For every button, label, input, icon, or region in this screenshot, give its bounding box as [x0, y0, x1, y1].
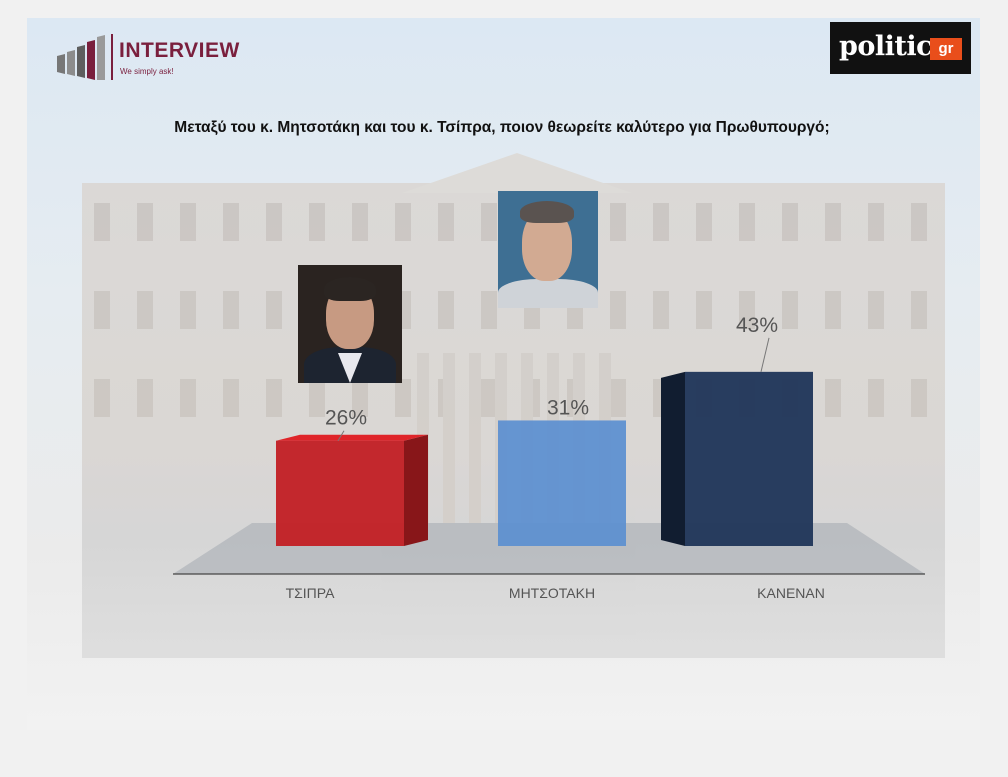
backdrop-window	[825, 203, 841, 241]
backdrop-window	[739, 203, 755, 241]
backdrop-window	[825, 379, 841, 417]
backdrop-window	[438, 291, 454, 329]
value-label-2: 43%	[736, 314, 778, 337]
backdrop-window	[739, 291, 755, 329]
bar-side-2	[661, 371, 685, 546]
logo-divider	[111, 34, 113, 80]
bar-0	[276, 440, 404, 546]
backdrop-window	[180, 379, 196, 417]
backdrop-window	[782, 291, 798, 329]
backdrop-column	[469, 353, 481, 523]
value-label-1: 31%	[547, 396, 589, 419]
backdrop-window	[610, 291, 626, 329]
backdrop-window	[825, 291, 841, 329]
backdrop-window	[610, 203, 626, 241]
bar-side-0	[404, 434, 428, 546]
backdrop-window	[868, 379, 884, 417]
poll-slide: INTERVIEW We simply ask! politic gr Μετα…	[27, 18, 980, 730]
brand-tagline: We simply ask!	[120, 67, 174, 76]
backdrop-window	[868, 291, 884, 329]
backdrop-window	[266, 291, 282, 329]
backdrop-window	[309, 203, 325, 241]
bar-2	[685, 371, 813, 546]
chart-title: Μεταξύ του κ. Μητσοτάκη και του κ. Τσίπρ…	[174, 119, 830, 136]
backdrop-window	[223, 203, 239, 241]
backdrop-window	[610, 379, 626, 417]
category-label-2: ΚΑΝΕΝΑΝ	[757, 585, 825, 601]
value-leader-2	[760, 337, 770, 372]
backdrop-window	[352, 379, 368, 417]
bar-1	[498, 420, 626, 546]
backdrop-window	[309, 379, 325, 417]
backdrop-window	[438, 203, 454, 241]
backdrop-window	[868, 203, 884, 241]
backdrop-window	[180, 291, 196, 329]
backdrop-window	[696, 203, 712, 241]
backdrop-window	[911, 291, 927, 329]
backdrop-window	[223, 379, 239, 417]
mitsotakis-photo	[498, 191, 598, 308]
backdrop-window	[137, 379, 153, 417]
backdrop-window	[223, 291, 239, 329]
politic-gr-badge: gr	[930, 38, 962, 60]
backdrop-window	[395, 379, 411, 417]
backdrop-window	[137, 291, 153, 329]
bar-top-0	[276, 434, 428, 441]
backdrop-window	[180, 203, 196, 241]
backdrop-window	[911, 379, 927, 417]
backdrop-window	[782, 203, 798, 241]
category-label-0: ΤΣΙΠΡΑ	[286, 585, 336, 601]
interview-logo: INTERVIEW We simply ask!	[55, 28, 265, 84]
value-leader-0	[337, 430, 345, 441]
category-label-1: ΜΗΤΣΟΤΑΚΗ	[509, 585, 595, 601]
backdrop-window	[266, 379, 282, 417]
backdrop-window	[653, 203, 669, 241]
backdrop-window	[137, 203, 153, 241]
backdrop-window	[94, 203, 110, 241]
backdrop-window	[481, 379, 497, 417]
backdrop-window	[352, 203, 368, 241]
backdrop-window	[653, 291, 669, 329]
politic-word: politic	[839, 31, 933, 62]
backdrop-window	[94, 379, 110, 417]
brand-name: INTERVIEW	[119, 39, 240, 62]
politic-logo: politic gr	[830, 22, 971, 74]
backdrop-window	[911, 203, 927, 241]
value-label-0: 26%	[325, 407, 367, 430]
backdrop-column	[443, 353, 455, 523]
backdrop-window	[696, 291, 712, 329]
backdrop-window	[481, 291, 497, 329]
interview-bars-icon	[57, 35, 105, 80]
backdrop-window	[94, 291, 110, 329]
bar-chart: 26% ΤΣΙΠΡΑ 31% ΜΗΤΣΟΤΑΚΗ 43% ΚΑΝΕΝΑΝ	[173, 314, 925, 601]
backdrop-window	[266, 203, 282, 241]
backdrop-window	[395, 203, 411, 241]
backdrop-window	[481, 203, 497, 241]
tsipras-photo	[298, 265, 402, 383]
